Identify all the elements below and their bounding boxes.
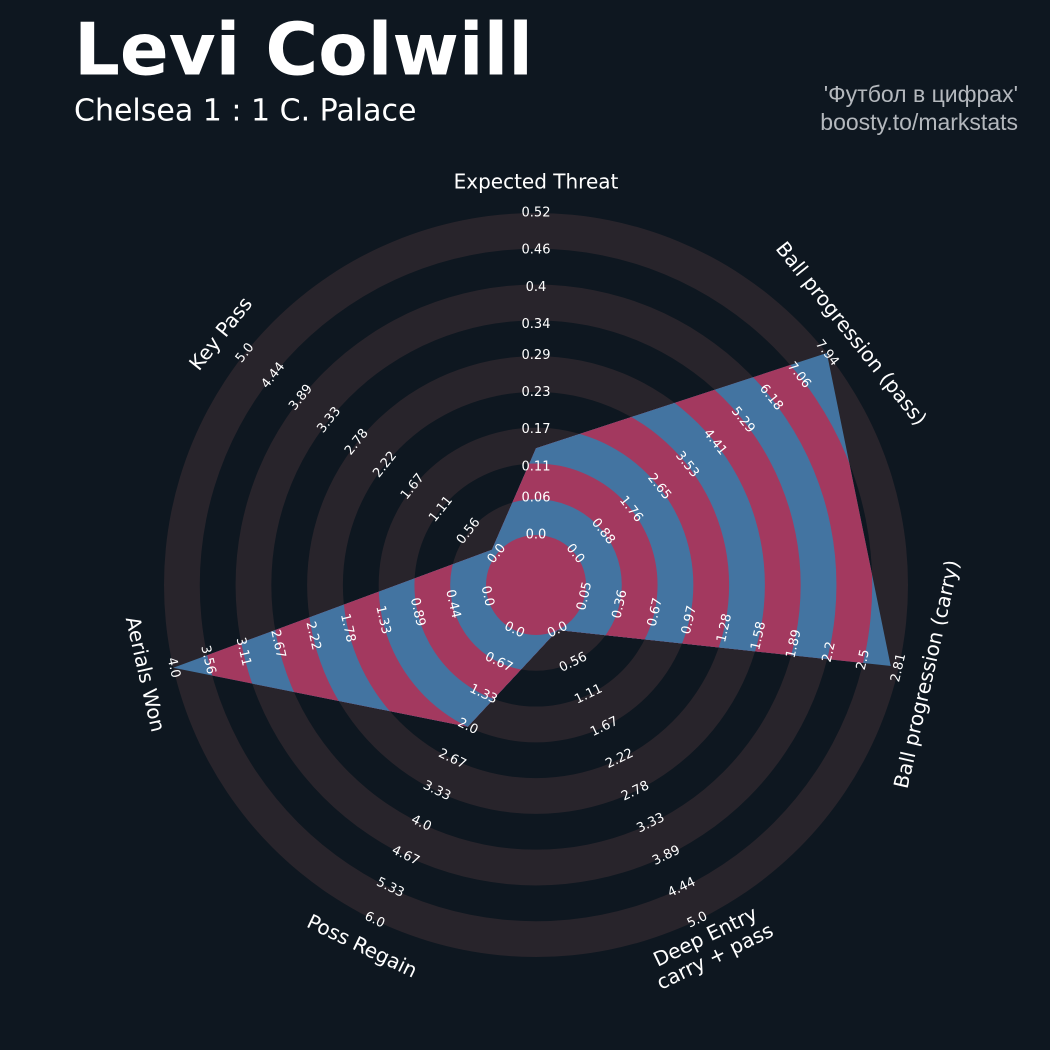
tick-label: 1.33 <box>372 604 393 636</box>
tick-label: 0.05 <box>574 580 595 612</box>
tick-label: 0.46 <box>522 243 551 258</box>
tick-label: 0.67 <box>645 596 666 628</box>
tick-label: 4.0 <box>164 656 183 680</box>
param-label: Expected Threat <box>454 170 619 194</box>
chart-title: Levi Colwill <box>74 8 533 92</box>
tick-label: 0.4 <box>526 280 547 295</box>
tick-label: 0.52 <box>522 206 551 221</box>
chart-subtitle: Chelsea 1 : 1 C. Palace <box>74 94 416 129</box>
radar-band <box>486 535 586 635</box>
tick-label: 2.2 <box>820 640 839 664</box>
credit: boosty.to/markstats <box>820 109 1018 135</box>
tick-label: 0.89 <box>407 596 428 628</box>
tick-label: 0.0 <box>526 528 547 543</box>
tick-label: 0.06 <box>522 490 551 505</box>
tick-label: 0.11 <box>522 459 551 474</box>
tick-label: 1.58 <box>748 620 769 652</box>
tick-label: 0.29 <box>522 348 551 363</box>
tick-label: 3.56 <box>197 644 218 676</box>
tick-label: 0.36 <box>609 588 630 620</box>
tick-label: 0.0 <box>478 584 497 608</box>
tick-label: 2.81 <box>888 652 909 684</box>
tick-label: 1.89 <box>783 628 804 660</box>
tick-label: 1.78 <box>337 612 358 644</box>
tick-label: 1.28 <box>714 612 735 644</box>
tick-label: 2.5 <box>854 648 873 672</box>
tick-label: 0.17 <box>522 422 551 437</box>
tick-label: 2.22 <box>302 620 323 652</box>
tick-label: 0.97 <box>679 604 700 636</box>
credit: 'Футбол в цифрах' <box>824 81 1018 107</box>
tick-label: 0.44 <box>442 588 463 620</box>
tick-label: 2.67 <box>267 628 288 660</box>
tick-label: 0.23 <box>522 385 551 400</box>
tick-label: 0.34 <box>522 317 551 332</box>
param-label: Aerials Won <box>121 614 171 734</box>
tick-label: 3.11 <box>233 636 254 668</box>
